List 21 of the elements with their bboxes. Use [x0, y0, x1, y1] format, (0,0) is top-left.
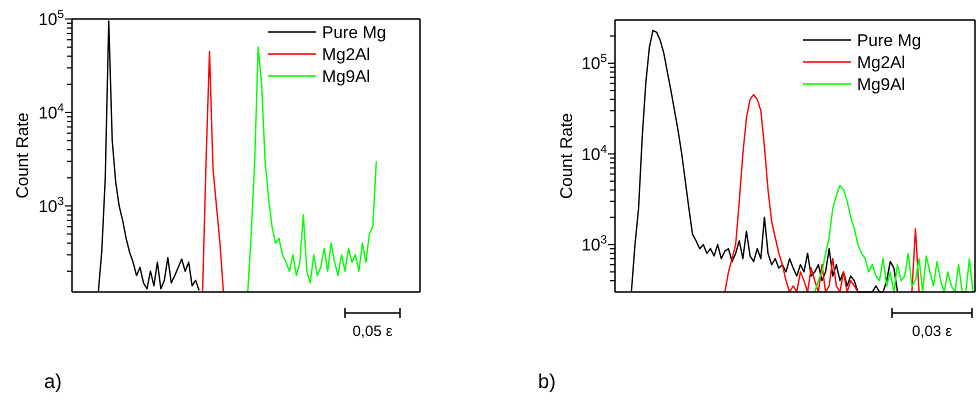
y-tick-label: 10$^{5}$ [38, 6, 64, 29]
y-tick-label: 10$^{3}$ [38, 194, 64, 216]
y-tick-label: 10$^{5}$ [581, 51, 608, 74]
y-tick-label: 10$^{3}$ [581, 232, 608, 255]
legend-label: Mg2Al [322, 44, 370, 64]
y-axis-title: Count Rate [557, 113, 576, 199]
text: 0,05 ε [352, 323, 393, 340]
legend-label: Mg9Al [322, 66, 370, 86]
legend-label: Mg2Al [857, 52, 906, 72]
line-series [247, 46, 378, 293]
y-axis-title: Count Rate [13, 112, 32, 198]
text: a) [44, 371, 62, 393]
legend-label: Pure Mg [322, 22, 386, 42]
text: 0,03 ε [912, 323, 952, 340]
legend-label: Pure Mg [857, 30, 922, 50]
line-series [202, 50, 224, 293]
line-series [814, 184, 974, 293]
text: b) [538, 371, 556, 393]
legend-label: Mg9Al [857, 74, 906, 94]
y-tick-label: 10$^{4}$ [38, 100, 64, 122]
y-tick-label: 10$^{4}$ [581, 142, 608, 164]
